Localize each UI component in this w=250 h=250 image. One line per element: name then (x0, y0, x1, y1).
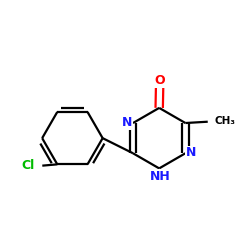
Text: O: O (154, 74, 165, 87)
Text: N: N (122, 116, 132, 129)
Text: Cl: Cl (22, 159, 35, 172)
Text: N: N (186, 146, 196, 159)
Text: NH: NH (150, 170, 171, 183)
Text: CH₃: CH₃ (214, 116, 235, 126)
